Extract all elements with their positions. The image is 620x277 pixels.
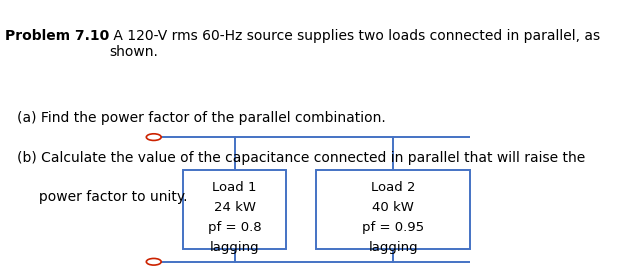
Text: 40 kW: 40 kW bbox=[372, 201, 414, 214]
Text: pf = 0.8: pf = 0.8 bbox=[208, 221, 262, 234]
Text: Problem 7.10: Problem 7.10 bbox=[5, 29, 109, 43]
Text: 24 kW: 24 kW bbox=[214, 201, 255, 214]
Bar bbox=[316, 170, 470, 249]
Circle shape bbox=[146, 258, 161, 265]
Text: lagging: lagging bbox=[210, 241, 260, 254]
Text: power factor to unity.: power factor to unity. bbox=[17, 190, 188, 204]
Circle shape bbox=[146, 134, 161, 140]
Bar bbox=[183, 170, 286, 249]
Text: Load 1: Load 1 bbox=[213, 181, 257, 194]
Text: A 120-V rms 60-Hz source supplies two loads connected in parallel, as
shown.: A 120-V rms 60-Hz source supplies two lo… bbox=[109, 29, 600, 59]
Text: Load 2: Load 2 bbox=[371, 181, 415, 194]
Text: (b) Calculate the value of the capacitance connected in parallel that will raise: (b) Calculate the value of the capacitan… bbox=[17, 151, 586, 165]
Text: (a) Find the power factor of the parallel combination.: (a) Find the power factor of the paralle… bbox=[17, 111, 386, 125]
Text: pf = 0.95: pf = 0.95 bbox=[362, 221, 424, 234]
Text: lagging: lagging bbox=[368, 241, 418, 254]
